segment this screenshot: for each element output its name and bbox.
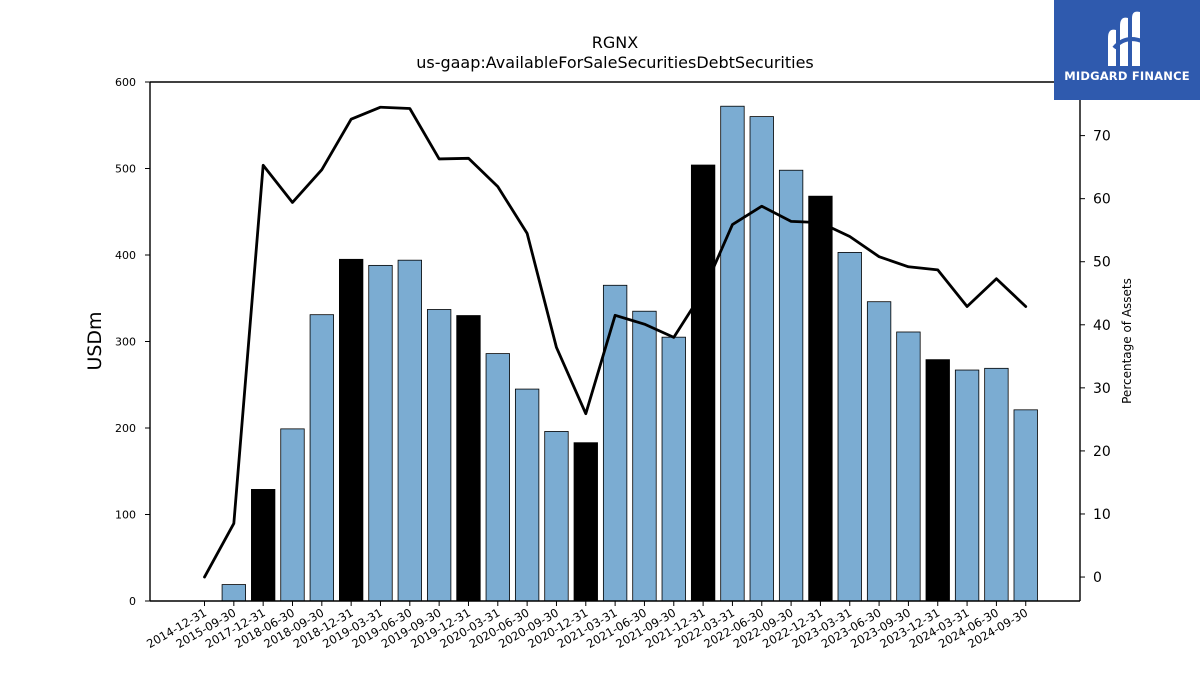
chart-subtitle: us-gaap:AvailableForSaleSecuritiesDebtSe… (416, 53, 814, 72)
y2-tick-label: 0 (1093, 570, 1102, 586)
bar-2024-09-30 (1013, 409, 1038, 602)
bars-layer (221, 105, 1038, 602)
y-tick-label: 400 (115, 249, 136, 262)
brand-name: MIDGARD FINANCE (1064, 69, 1190, 83)
bar-2023-12-31 (925, 359, 950, 602)
bar-2021-09-30 (661, 336, 686, 602)
bar-2024-03-31 (954, 369, 980, 602)
bar-2019-12-31 (456, 315, 481, 602)
y-tick-label: 500 (115, 163, 136, 176)
bar-2020-09-30 (544, 431, 569, 602)
y2-axis-label: Percentage of Assets (1120, 278, 1134, 404)
y2-tick-label: 10 (1093, 507, 1111, 523)
y-tick-label: 600 (115, 76, 136, 89)
y-tick-label: 100 (115, 509, 136, 522)
y-axis-label: USDm (84, 311, 106, 370)
bar-2020-12-31 (573, 442, 598, 602)
bar-2018-12-31 (338, 258, 364, 602)
brand-mark-icon (1108, 11, 1145, 67)
bar-2021-12-31 (690, 164, 716, 602)
y-tick-label: 300 (115, 336, 136, 349)
y2-tick-label: 40 (1093, 318, 1111, 334)
y2-tick-label: 50 (1093, 255, 1111, 271)
line-layer (203, 105, 1028, 579)
bar-2022-06-30 (749, 116, 774, 602)
bar-2023-09-30 (896, 331, 921, 602)
bar-2022-03-31 (720, 105, 745, 602)
y2-tick-label: 70 (1093, 129, 1111, 145)
y2-tick-label: 20 (1093, 444, 1111, 460)
bar-2021-03-31 (602, 284, 628, 602)
bar-2018-06-30 (280, 428, 305, 602)
y-tick-label: 200 (115, 422, 136, 435)
y2-tick-label: 30 (1093, 381, 1111, 397)
bar-2019-09-30 (426, 309, 452, 602)
y2-tick-label: 60 (1093, 192, 1111, 208)
bar-2021-06-30 (632, 310, 657, 602)
bar-2023-03-31 (837, 252, 862, 602)
bar-2018-09-30 (309, 314, 334, 602)
chart-title: RGNX (592, 33, 638, 52)
bar-2019-03-31 (368, 264, 393, 602)
percent-of-assets-line (203, 105, 1028, 579)
bar-2017-12-31 (251, 489, 276, 602)
brand-logo: MIDGARD FINANCE (1054, 0, 1200, 100)
bar-2022-12-31 (808, 195, 833, 602)
bar-2022-09-30 (778, 169, 804, 602)
y-tick-label: 0 (129, 595, 136, 608)
bar-2019-06-30 (397, 259, 422, 602)
bar-2023-06-30 (866, 301, 892, 602)
bar-2024-06-30 (984, 367, 1009, 602)
bar-2015-09-30 (221, 584, 246, 602)
bar-2020-03-31 (485, 353, 510, 602)
bar-2020-06-30 (514, 388, 540, 602)
